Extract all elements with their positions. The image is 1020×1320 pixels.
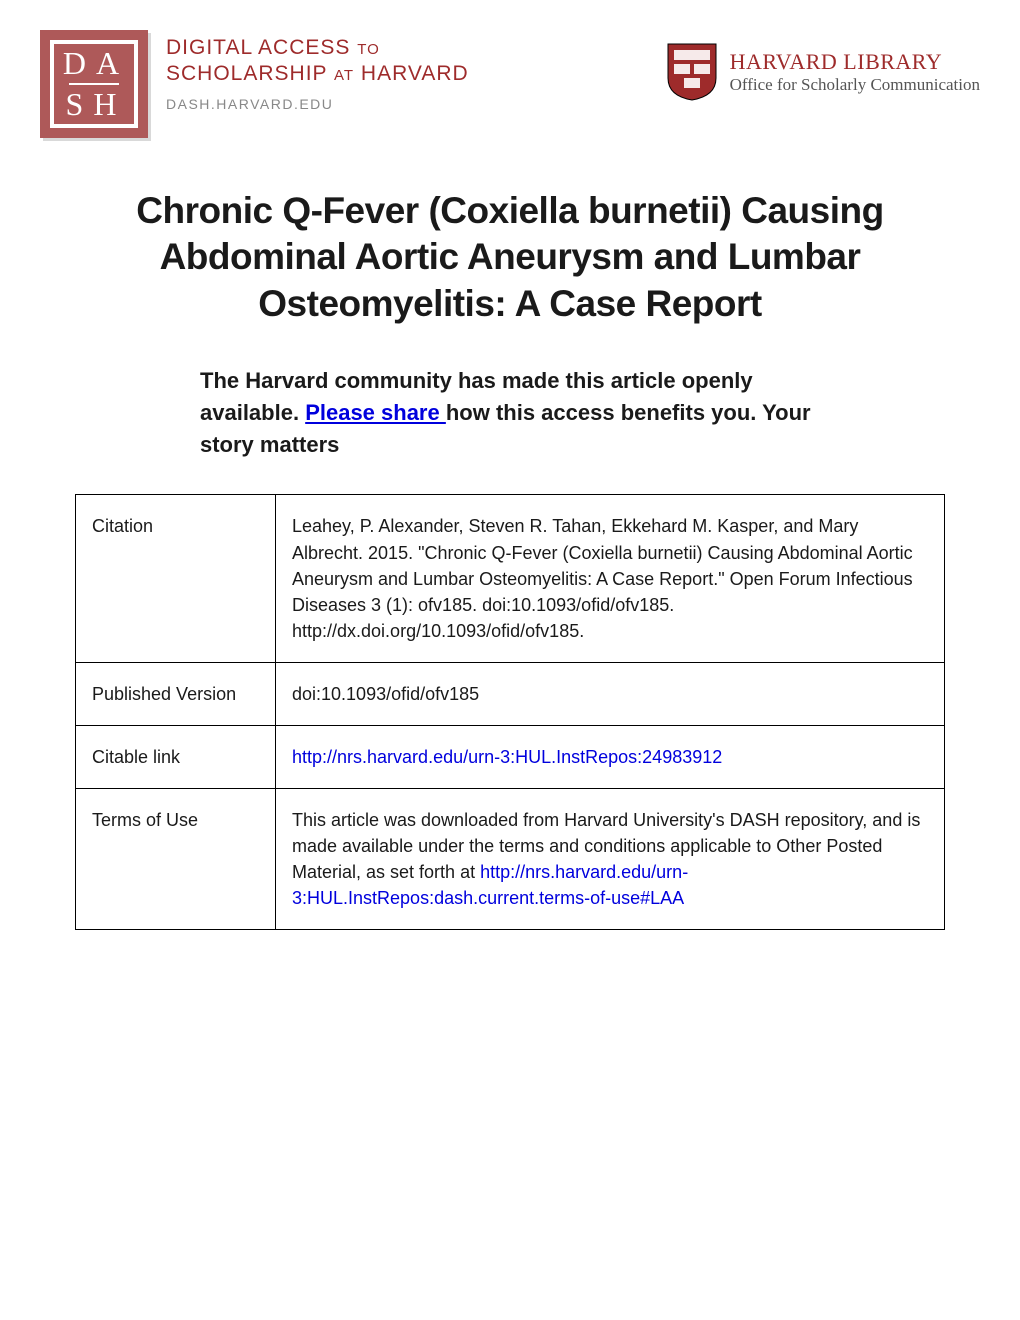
- terms-label: Terms of Use: [76, 789, 276, 930]
- published-version-value: doi:10.1093/ofid/ofv185: [276, 662, 945, 725]
- header-right: HARVARD LIBRARY Office for Scholarly Com…: [666, 30, 980, 102]
- header: DA SH DIGITAL ACCESS TO SCHOLARSHIP AT H…: [40, 30, 980, 138]
- please-share-link[interactable]: Please share: [305, 400, 446, 425]
- dash-branding-text: DIGITAL ACCESS TO SCHOLARSHIP AT HARVARD…: [166, 30, 469, 112]
- published-version-label: Published Version: [76, 662, 276, 725]
- article-title: Chronic Q-Fever (Coxiella burnetii) Caus…: [80, 188, 940, 327]
- harvard-library-text: HARVARD LIBRARY Office for Scholarly Com…: [730, 49, 980, 95]
- citable-link[interactable]: http://nrs.harvard.edu/urn-3:HUL.InstRep…: [292, 747, 722, 767]
- table-row: Published Version doi:10.1093/ofid/ofv18…: [76, 662, 945, 725]
- citable-link-value: http://nrs.harvard.edu/urn-3:HUL.InstRep…: [276, 725, 945, 788]
- dash-logo-inner: DA SH: [50, 40, 138, 128]
- terms-value: This article was downloaded from Harvard…: [276, 789, 945, 930]
- harvard-shield-icon: [666, 42, 718, 102]
- page-container: DA SH DIGITAL ACCESS TO SCHOLARSHIP AT H…: [0, 0, 1020, 960]
- dash-line1: DIGITAL ACCESS TO: [166, 36, 469, 60]
- citable-link-label: Citable link: [76, 725, 276, 788]
- table-row: Citation Leahey, P. Alexander, Steven R.…: [76, 495, 945, 662]
- table-row: Terms of Use This article was downloaded…: [76, 789, 945, 930]
- harvard-line1: HARVARD LIBRARY: [730, 49, 980, 75]
- dash-line2: SCHOLARSHIP AT HARVARD: [166, 62, 469, 86]
- table-row: Citable link http://nrs.harvard.edu/urn-…: [76, 725, 945, 788]
- citation-value: Leahey, P. Alexander, Steven R. Tahan, E…: [276, 495, 945, 662]
- harvard-line2: Office for Scholarly Communication: [730, 75, 980, 95]
- citation-label: Citation: [76, 495, 276, 662]
- dash-url: DASH.HARVARD.EDU: [166, 96, 469, 112]
- header-left: DA SH DIGITAL ACCESS TO SCHOLARSHIP AT H…: [40, 30, 469, 138]
- dash-logo-icon: DA SH: [40, 30, 148, 138]
- share-subtitle: The Harvard community has made this arti…: [200, 365, 820, 461]
- metadata-table: Citation Leahey, P. Alexander, Steven R.…: [75, 494, 945, 930]
